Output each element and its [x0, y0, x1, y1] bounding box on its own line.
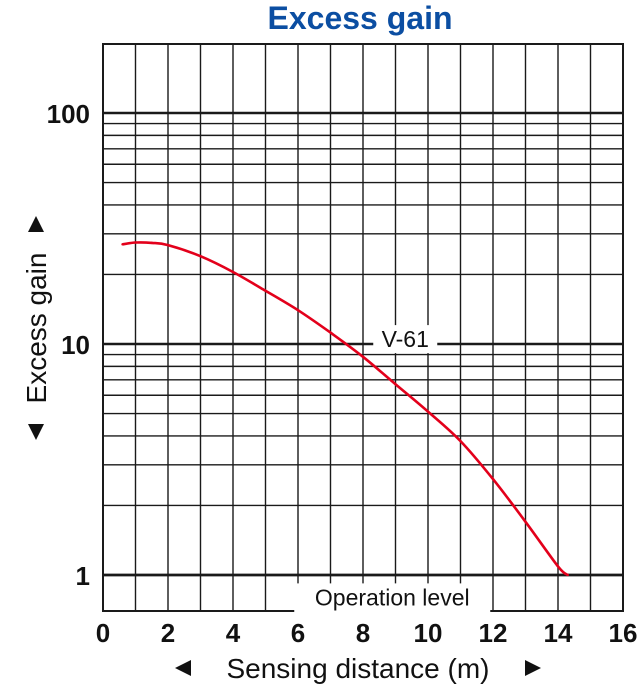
- left-arrow-icon: [175, 660, 191, 676]
- y-tick-label: 100: [47, 99, 90, 129]
- x-tick-label: 4: [226, 618, 241, 648]
- right-arrow-icon: [525, 660, 541, 676]
- data-point: [361, 355, 365, 359]
- data-point: [166, 243, 170, 247]
- data-point: [134, 241, 137, 244]
- operation-level-label: Operation level: [315, 584, 470, 610]
- horizontal-gridlines: [103, 111, 623, 577]
- data-point: [231, 270, 235, 274]
- series-line-v61: [122, 241, 569, 577]
- y-tick-label: 10: [61, 330, 90, 360]
- x-tick-label: 6: [291, 618, 305, 648]
- down-arrow-icon: [28, 424, 44, 440]
- data-point: [459, 439, 462, 443]
- data-point: [199, 254, 202, 258]
- x-tick-label: 8: [356, 618, 370, 648]
- series-group: [121, 241, 569, 577]
- y-axis-title: Excess gain: [21, 216, 52, 440]
- y-axis-label: Excess gain: [21, 253, 52, 404]
- data-point: [556, 565, 560, 568]
- data-point: [329, 331, 332, 334]
- x-tick-label: 10: [414, 618, 443, 648]
- x-tick-label: 2: [161, 618, 175, 648]
- up-arrow-icon: [28, 216, 44, 232]
- vertical-gridlines: [134, 44, 592, 611]
- x-tick-label: 12: [479, 618, 508, 648]
- data-point: [394, 382, 397, 386]
- x-axis-label: Sensing distance (m): [226, 653, 489, 684]
- y-tick-label: 1: [76, 561, 90, 591]
- series-label-v61: V-61: [382, 326, 429, 352]
- chart-title: Excess gain: [267, 0, 453, 36]
- data-point: [566, 573, 569, 577]
- data-point: [150, 241, 153, 245]
- x-tick-label: 0: [96, 618, 110, 648]
- x-tick-labels: 0 2 4 6 8 10 12 14 16: [96, 618, 638, 648]
- x-tick-label: 14: [544, 618, 573, 648]
- data-point: [121, 243, 124, 246]
- series-label-background: [373, 325, 438, 354]
- x-tick-label: 16: [609, 618, 638, 648]
- operation-level-label-background: [294, 583, 491, 614]
- data-point: [264, 289, 267, 292]
- data-point: [296, 309, 300, 312]
- y-tick-labels: 1 10 100: [47, 99, 90, 591]
- data-point: [491, 477, 495, 481]
- data-point: [524, 520, 527, 523]
- data-point: [426, 410, 430, 413]
- x-axis-title: Sensing distance (m): [175, 653, 541, 684]
